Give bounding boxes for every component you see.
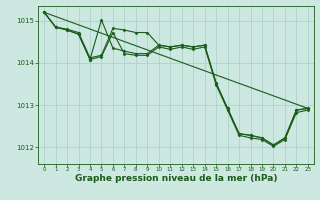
X-axis label: Graphe pression niveau de la mer (hPa): Graphe pression niveau de la mer (hPa)	[75, 174, 277, 183]
